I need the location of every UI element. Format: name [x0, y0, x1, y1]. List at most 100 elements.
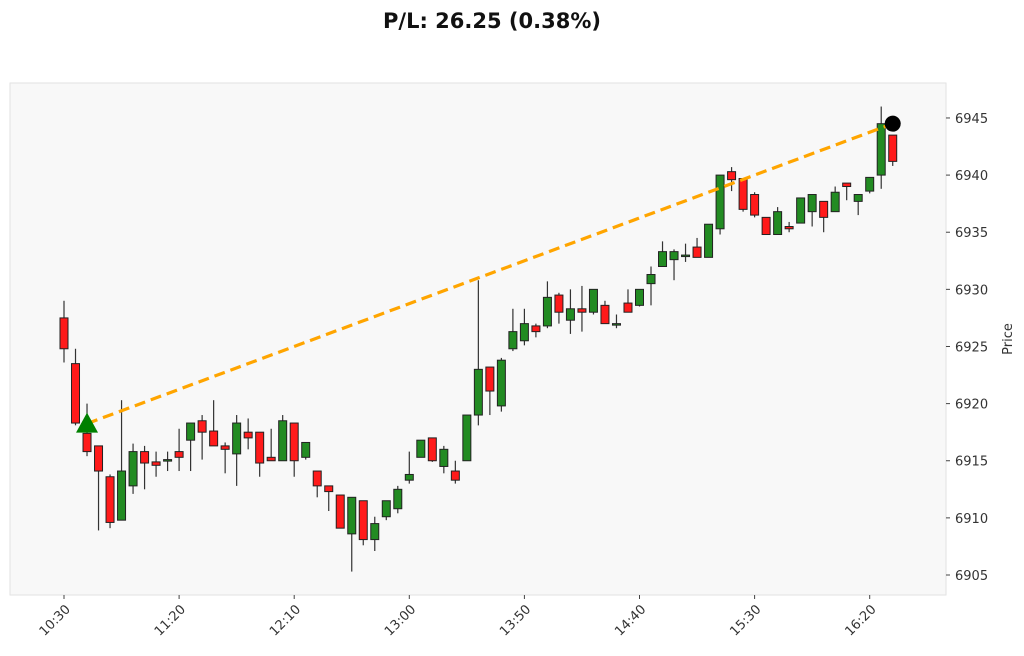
candle-body-up — [163, 459, 173, 462]
candle — [151, 451, 161, 477]
candle-body-down — [727, 171, 737, 181]
candle-body-up — [830, 191, 840, 213]
candle — [681, 243, 691, 262]
candle-body-down — [842, 182, 852, 188]
candle — [370, 516, 380, 552]
y-axis: 6905 6910 6915 6920 6925 6930 6935 6940 6945 — [946, 112, 988, 584]
candle — [324, 485, 334, 512]
candle-body-down — [71, 363, 81, 424]
candle-body-down — [358, 500, 368, 541]
candle — [381, 500, 391, 521]
y-tick-label: 6930 — [955, 283, 988, 298]
candle-body-up — [416, 439, 426, 458]
candle — [807, 194, 817, 227]
candle — [197, 415, 207, 460]
candle-body-up — [565, 308, 575, 321]
candle — [312, 470, 322, 498]
y-tick-label: 6905 — [955, 569, 988, 584]
candle — [496, 357, 506, 412]
candle — [462, 414, 472, 462]
candle — [750, 192, 760, 218]
candle — [623, 289, 633, 313]
candle — [542, 281, 552, 329]
x-tick-label: 13:00 — [382, 602, 419, 639]
candle — [416, 439, 426, 458]
candle — [842, 182, 852, 201]
candle-body-up — [370, 523, 380, 541]
candle-body-up — [301, 441, 311, 458]
candle — [773, 207, 783, 236]
candle-body-down — [784, 226, 794, 230]
candle-body-down — [427, 437, 437, 462]
y-axis-label: Price — [1001, 323, 1016, 355]
x-axis: 10:30 11:20 12:10 13:00 13:50 14:40 15:30 16:20 — [37, 595, 880, 639]
candle — [243, 418, 253, 450]
candle-body-down — [59, 317, 69, 350]
candle — [289, 422, 299, 477]
candle — [473, 280, 483, 426]
candle — [727, 167, 737, 192]
y-tick-label: 6925 — [955, 340, 988, 355]
y-tick-label: 6940 — [955, 169, 988, 184]
candle — [278, 415, 288, 462]
candle-body-up — [588, 288, 598, 313]
candle-body-up — [128, 451, 138, 487]
candle-body-up — [658, 251, 668, 268]
candle-body-up — [462, 414, 472, 462]
candle-body-down — [335, 494, 345, 529]
candle — [301, 441, 311, 460]
candle-body-up — [278, 420, 288, 462]
candle-body-up — [519, 323, 529, 342]
candle-body-up — [496, 359, 506, 407]
candle-body-down — [243, 431, 253, 439]
candle-body-down — [266, 456, 276, 462]
candle — [577, 285, 587, 332]
candle — [796, 197, 806, 224]
candle — [450, 460, 460, 484]
candle-body-down — [531, 325, 541, 333]
y-tick-label: 6910 — [955, 512, 988, 527]
candle-body-up — [404, 473, 414, 481]
candle-body-down — [600, 304, 610, 325]
candle — [888, 134, 898, 166]
candle — [508, 308, 518, 352]
candle — [105, 474, 115, 529]
candle — [692, 237, 702, 258]
candle-body-down — [174, 451, 184, 458]
candle-body-down — [289, 422, 299, 462]
candle-body-down — [623, 302, 633, 313]
x-tick-label: 16:20 — [842, 602, 879, 639]
candle — [163, 451, 173, 472]
candle — [554, 292, 564, 324]
candle-body-down — [255, 431, 265, 464]
candle — [830, 186, 840, 213]
candle-body-down — [220, 445, 230, 450]
candle — [588, 288, 598, 315]
candle — [393, 485, 403, 514]
candle-body-up — [439, 448, 449, 467]
candle-body-up — [508, 331, 518, 350]
candle — [761, 216, 771, 236]
candle-body-up — [117, 470, 127, 521]
candle — [404, 451, 414, 484]
candle-body-down — [738, 178, 748, 210]
candle — [611, 314, 621, 329]
candle-body-down — [554, 294, 564, 313]
candle-body-up — [393, 488, 403, 510]
candle — [635, 288, 644, 307]
candle — [865, 176, 875, 194]
candle-body-up — [473, 368, 483, 416]
candle-body-down — [140, 451, 150, 464]
x-tick-label: 11:20 — [152, 602, 189, 639]
trade-overlay — [76, 115, 901, 433]
candle — [358, 500, 368, 546]
candle — [59, 300, 69, 363]
candle-body-up — [611, 323, 621, 326]
candle — [232, 415, 242, 486]
x-tick-label: 12:10 — [267, 602, 304, 639]
candle — [186, 422, 196, 472]
candle — [784, 221, 794, 233]
candle — [128, 443, 138, 494]
candle-body-down — [819, 200, 829, 218]
candle-body-down — [888, 134, 898, 162]
